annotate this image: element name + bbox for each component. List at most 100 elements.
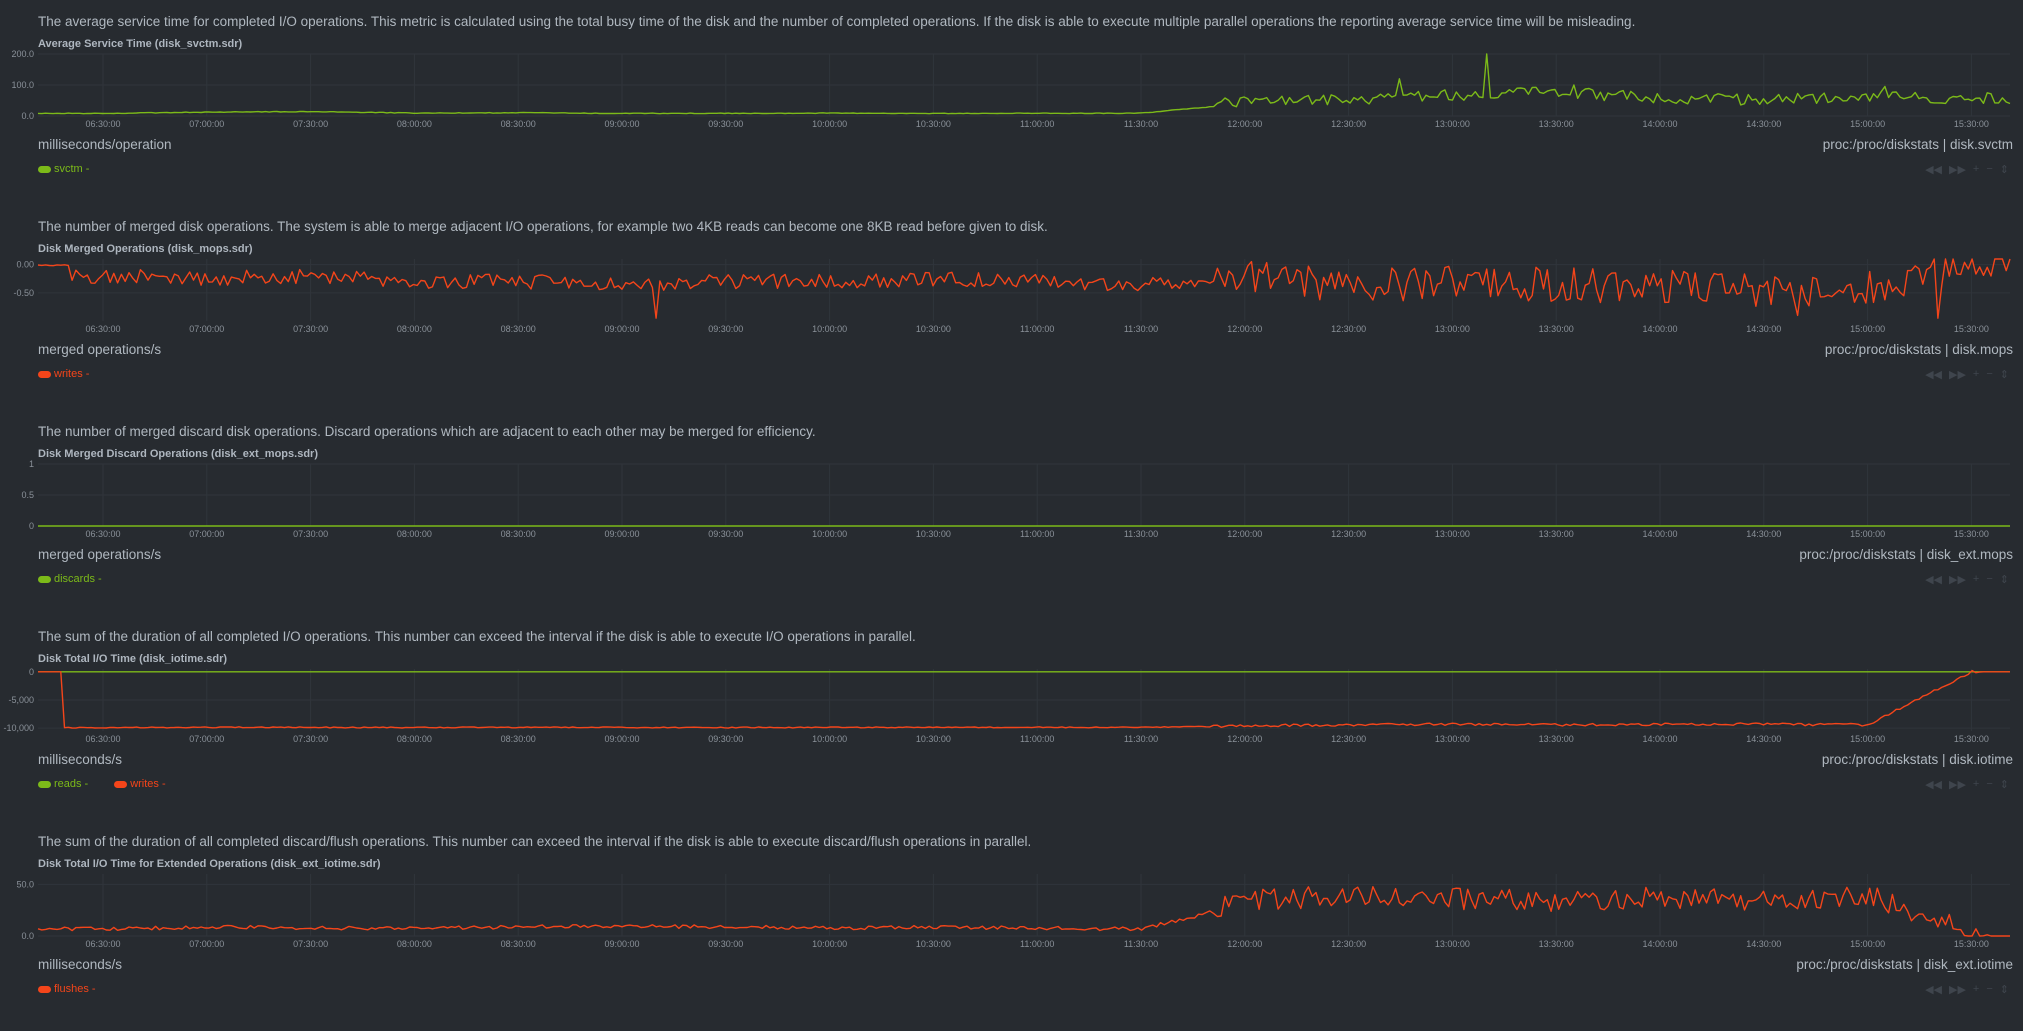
legend-value: - <box>91 983 96 995</box>
pan-left-button[interactable]: ◀◀ <box>1925 574 1942 586</box>
chart-plot[interactable]: 0.00 -0.50 06:30:00 07:00:00 07:30:00 08:00:0… <box>0 251 2023 335</box>
pan-left-button[interactable]: ◀◀ <box>1925 984 1942 996</box>
zoom-out-button[interactable]: − <box>1986 983 1993 995</box>
x-tick-label: 08:30:00 <box>501 324 536 334</box>
x-tick-label: 09:00:00 <box>604 939 639 949</box>
chart-units: milliseconds/s <box>38 752 123 767</box>
legend-item-flushes[interactable]: flushes - <box>38 983 96 995</box>
legend-item-writes[interactable]: writes - <box>114 778 166 790</box>
zoom-in-button[interactable]: + <box>1972 163 1980 175</box>
x-tick-label: 08:00:00 <box>397 529 432 539</box>
chart-context: proc:/proc/diskstats | disk_ext.iotime <box>1796 957 2013 972</box>
chart-plot[interactable]: 1 0.5 0 06:30:00 07:00:00 07:30:00 08:00:00 08:… <box>0 456 2023 540</box>
x-tick-label: 13:30:00 <box>1539 324 1574 334</box>
x-tick-label: 10:00:00 <box>812 734 847 744</box>
pan-right-button[interactable]: ▶▶ <box>1948 164 1966 176</box>
legend-label: writes <box>54 368 83 380</box>
x-tick-label: 08:30:00 <box>501 939 536 949</box>
chart-controls: ◀◀ ▶▶ + − ⇕ <box>1925 368 2009 381</box>
pan-left-button[interactable]: ◀◀ <box>1925 369 1942 381</box>
y-tick-label: 0.0 <box>21 931 34 941</box>
x-tick-label: 14:30:00 <box>1746 529 1781 539</box>
zoom-out-button[interactable]: − <box>1986 573 1993 585</box>
x-tick-label: 07:30:00 <box>293 324 328 334</box>
legend-label: discards <box>54 573 95 585</box>
x-tick-label: 13:00:00 <box>1435 734 1470 744</box>
x-tick-label: 15:30:00 <box>1954 734 1989 744</box>
legend-label: flushes <box>54 983 89 995</box>
x-tick-label: 12:30:00 <box>1331 529 1366 539</box>
pan-left-button[interactable]: ◀◀ <box>1925 164 1942 176</box>
zoom-in-button[interactable]: + <box>1972 573 1980 585</box>
legend-swatch <box>114 780 128 788</box>
x-tick-label: 13:30:00 <box>1539 529 1574 539</box>
x-tick-label: 13:00:00 <box>1435 324 1470 334</box>
x-tick-label: 12:30:00 <box>1331 939 1366 949</box>
x-tick-label: 06:30:00 <box>85 119 120 129</box>
chart-section: The sum of the duration of all completed… <box>0 615 2023 820</box>
x-tick-label: 09:30:00 <box>708 529 743 539</box>
chart-title: Disk Merged Discard Operations (disk_ext… <box>38 448 318 460</box>
chart-title: Average Service Time (disk_svctm.sdr) <box>38 38 243 50</box>
x-tick-label: 08:00:00 <box>397 324 432 334</box>
y-tick-label: 100.0 <box>11 80 34 90</box>
x-tick-label: 15:00:00 <box>1850 939 1885 949</box>
chart-plot[interactable]: 0 -5,000 -10,000 06:30:00 07:00:00 07:30:00 08… <box>0 661 2023 745</box>
resize-handle[interactable]: ⇕ <box>1999 984 2009 996</box>
legend-value: - <box>85 368 90 380</box>
x-tick-label: 07:30:00 <box>293 939 328 949</box>
resize-handle[interactable]: ⇕ <box>1999 369 2009 381</box>
x-tick-label: 11:30:00 <box>1124 324 1158 334</box>
chart-legend: writes - <box>38 368 89 380</box>
chart-legend: svctm - <box>38 163 89 175</box>
x-tick-label: 12:30:00 <box>1331 324 1366 334</box>
x-tick-label: 09:30:00 <box>708 119 743 129</box>
x-tick-label: 07:00:00 <box>189 324 224 334</box>
x-tick-label: 13:00:00 <box>1435 119 1470 129</box>
chart-description: The average service time for completed I… <box>38 14 1636 29</box>
zoom-out-button[interactable]: − <box>1986 778 1993 790</box>
x-tick-label: 06:30:00 <box>85 734 120 744</box>
legend-item-writes[interactable]: writes - <box>38 368 89 380</box>
legend-label: svctm <box>54 163 83 175</box>
pan-right-button[interactable]: ▶▶ <box>1948 984 1966 996</box>
x-tick-label: 09:30:00 <box>708 939 743 949</box>
legend-item-discards[interactable]: discards - <box>38 573 102 585</box>
chart-controls: ◀◀ ▶▶ + − ⇕ <box>1925 778 2009 791</box>
legend-item-svctm[interactable]: svctm - <box>38 163 89 175</box>
x-tick-label: 06:30:00 <box>85 324 120 334</box>
resize-handle[interactable]: ⇕ <box>1999 779 2009 791</box>
pan-right-button[interactable]: ▶▶ <box>1948 574 1966 586</box>
x-tick-label: 10:00:00 <box>812 939 847 949</box>
pan-right-button[interactable]: ▶▶ <box>1948 779 1966 791</box>
legend-item-reads[interactable]: reads - <box>38 778 88 790</box>
x-tick-label: 11:30:00 <box>1124 734 1158 744</box>
chart-description: The sum of the duration of all completed… <box>38 629 916 644</box>
y-tick-label: 0.0 <box>21 111 34 121</box>
zoom-in-button[interactable]: + <box>1972 368 1980 380</box>
zoom-in-button[interactable]: + <box>1972 983 1980 995</box>
x-tick-label: 15:30:00 <box>1954 939 1989 949</box>
x-tick-label: 09:30:00 <box>708 734 743 744</box>
x-tick-label: 10:00:00 <box>812 529 847 539</box>
chart-units: merged operations/s <box>38 547 162 562</box>
x-tick-label: 08:30:00 <box>501 529 536 539</box>
x-tick-label: 12:30:00 <box>1331 119 1366 129</box>
x-tick-label: 08:30:00 <box>501 734 536 744</box>
y-tick-label: 1 <box>29 459 34 469</box>
zoom-out-button[interactable]: − <box>1986 368 1993 380</box>
zoom-out-button[interactable]: − <box>1986 163 1993 175</box>
zoom-in-button[interactable]: + <box>1972 778 1980 790</box>
legend-value: - <box>161 778 166 790</box>
x-tick-label: 15:30:00 <box>1954 119 1989 129</box>
resize-handle[interactable]: ⇕ <box>1999 164 2009 176</box>
pan-right-button[interactable]: ▶▶ <box>1948 369 1966 381</box>
chart-plot[interactable]: 50.0 0.0 06:30:00 07:00:00 07:30:00 08:00:00 0… <box>0 866 2023 950</box>
resize-handle[interactable]: ⇕ <box>1999 574 2009 586</box>
chart-plot[interactable]: 200.0 100.0 0.0 06:30:00 07:00:00 07:30:00 08:… <box>0 46 2023 130</box>
y-tick-label: 0 <box>29 521 34 531</box>
x-tick-label: 14:00:00 <box>1642 734 1677 744</box>
x-tick-label: 13:00:00 <box>1435 939 1470 949</box>
pan-left-button[interactable]: ◀◀ <box>1925 779 1942 791</box>
legend-swatch <box>38 165 51 173</box>
